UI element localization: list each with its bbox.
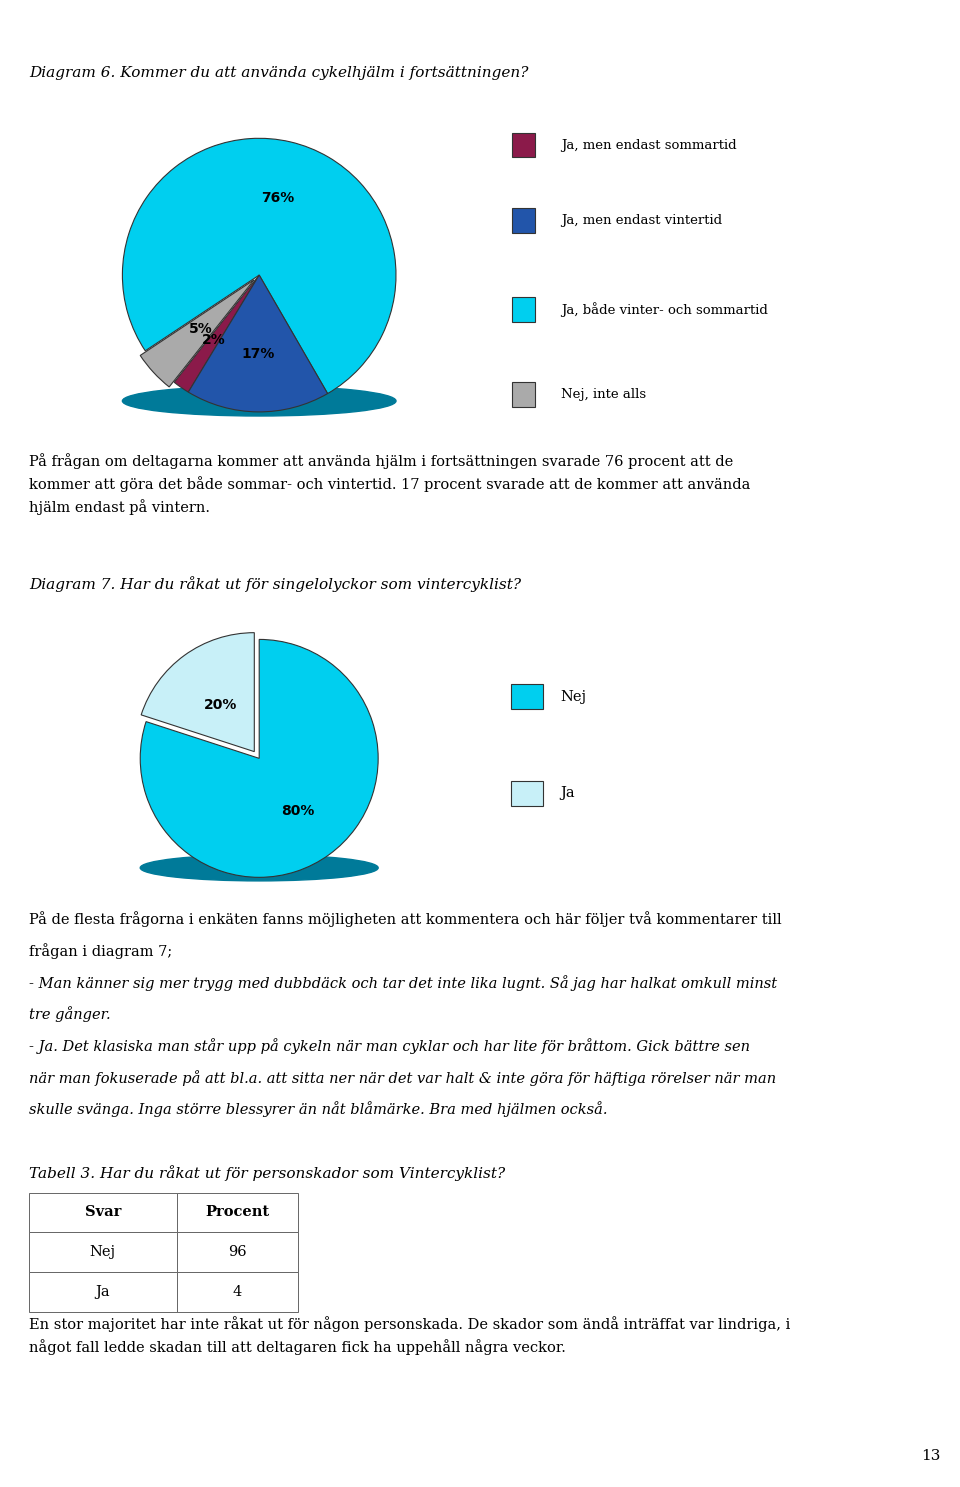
FancyBboxPatch shape	[177, 1271, 298, 1312]
Text: Nej: Nej	[89, 1245, 116, 1259]
Text: På frågan om deltagarna kommer att använda hjälm i fortsättningen svarade 76 pro: På frågan om deltagarna kommer att använ…	[29, 454, 750, 516]
Ellipse shape	[140, 855, 378, 880]
FancyBboxPatch shape	[513, 208, 535, 232]
Text: Nej: Nej	[561, 690, 587, 703]
Text: 80%: 80%	[281, 804, 314, 818]
Text: Procent: Procent	[205, 1206, 269, 1219]
Wedge shape	[140, 280, 254, 387]
Text: Tabell 3. Har du råkat ut för personskador som Vintercyklist?: Tabell 3. Har du råkat ut för personskad…	[29, 1166, 505, 1181]
Text: 96: 96	[228, 1245, 247, 1259]
Text: På de flesta frågorna i enkäten fanns möjligheten att kommentera och här följer : På de flesta frågorna i enkäten fanns mö…	[29, 912, 781, 928]
Text: Nej, inte alls: Nej, inte alls	[561, 388, 646, 401]
Wedge shape	[140, 639, 378, 877]
FancyBboxPatch shape	[177, 1233, 298, 1271]
FancyBboxPatch shape	[513, 382, 535, 407]
Text: Ja, men endast vintertid: Ja, men endast vintertid	[561, 214, 722, 228]
Text: Diagram 6. Kommer du att använda cykelhjälm i fortsättningen?: Diagram 6. Kommer du att använda cykelhj…	[29, 65, 528, 80]
Wedge shape	[174, 275, 259, 393]
Text: 5%: 5%	[189, 321, 213, 336]
Text: Ja: Ja	[95, 1285, 110, 1298]
Ellipse shape	[122, 387, 396, 416]
Text: Diagram 7. Har du råkat ut för singelolyckor som vintercyklist?: Diagram 7. Har du råkat ut för singeloly…	[29, 577, 520, 592]
Wedge shape	[188, 275, 327, 412]
Text: 13: 13	[922, 1448, 941, 1463]
FancyBboxPatch shape	[29, 1271, 177, 1312]
Text: när man fokuserade på att bl.a. att sitta ner när det var halt & inte göra för h: när man fokuserade på att bl.a. att sitt…	[29, 1069, 776, 1086]
FancyBboxPatch shape	[511, 684, 543, 709]
Text: tre gånger.: tre gånger.	[29, 1007, 110, 1023]
Text: En stor majoritet har inte råkat ut för någon personskada. De skador som ändå in: En stor majoritet har inte råkat ut för …	[29, 1316, 790, 1355]
Wedge shape	[141, 632, 254, 751]
Text: Ja, men endast sommartid: Ja, men endast sommartid	[561, 138, 736, 152]
FancyBboxPatch shape	[177, 1193, 298, 1233]
Text: - Ja. Det klasiska man står upp på cykeln när man cyklar och har lite för bråtto: - Ja. Det klasiska man står upp på cykel…	[29, 1038, 750, 1054]
Text: skulle svänga. Inga större blessyrer än nåt blåmärke. Bra med hjälmen också.: skulle svänga. Inga större blessyrer än …	[29, 1102, 608, 1117]
FancyBboxPatch shape	[29, 1233, 177, 1271]
Text: Ja, både vinter- och sommartid: Ja, både vinter- och sommartid	[561, 302, 768, 317]
Text: 76%: 76%	[261, 190, 294, 205]
FancyBboxPatch shape	[29, 1193, 177, 1233]
Text: 17%: 17%	[242, 348, 276, 361]
FancyBboxPatch shape	[513, 297, 535, 321]
Text: frågan i diagram 7;: frågan i diagram 7;	[29, 943, 172, 959]
Wedge shape	[122, 138, 396, 394]
Text: Ja: Ja	[561, 787, 575, 800]
FancyBboxPatch shape	[511, 781, 543, 806]
Text: - Man känner sig mer trygg med dubbdäck och tar det inte lika lugnt. Så jag har : - Man känner sig mer trygg med dubbdäck …	[29, 975, 777, 990]
Text: 4: 4	[232, 1285, 242, 1298]
Text: Svar: Svar	[84, 1206, 121, 1219]
Text: 20%: 20%	[204, 699, 237, 712]
FancyBboxPatch shape	[513, 132, 535, 158]
Text: 2%: 2%	[202, 333, 226, 348]
